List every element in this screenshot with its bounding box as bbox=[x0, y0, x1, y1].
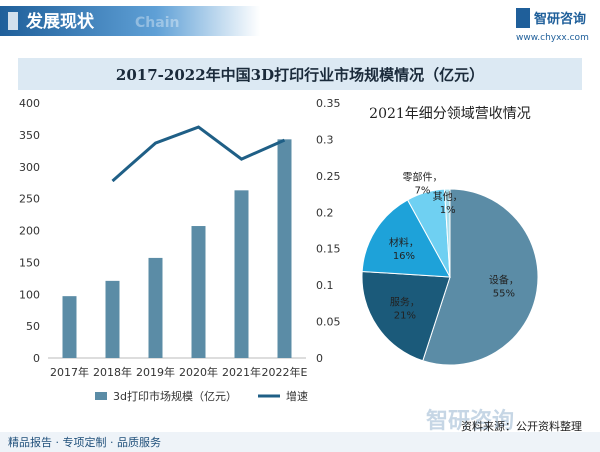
y-tick-label: 200 bbox=[19, 225, 40, 238]
bar bbox=[277, 139, 292, 358]
x-tick-label: 2021年 bbox=[222, 365, 261, 379]
source: 资料来源：公开资料整理 bbox=[461, 419, 582, 433]
pie-title: 2021年细分领域营收情况 bbox=[369, 106, 531, 122]
brand-watermark: 智研咨询 bbox=[426, 408, 514, 434]
slice-value: 16% bbox=[393, 251, 415, 262]
y2-tick-label: 0.1 bbox=[316, 279, 334, 292]
slice-label: 设备， bbox=[489, 274, 519, 287]
pie-slice bbox=[361, 270, 451, 362]
x-tick-label: 2019年 bbox=[136, 365, 175, 379]
header-icon bbox=[8, 12, 18, 30]
bar bbox=[234, 190, 249, 358]
y2-tick-label: 0.25 bbox=[316, 170, 341, 183]
slice-value: 21% bbox=[394, 311, 416, 322]
y2-tick-label: 0.05 bbox=[316, 316, 341, 329]
pie-slice bbox=[443, 188, 451, 278]
x-tick-label: 2017年 bbox=[50, 365, 89, 379]
pie-slice bbox=[422, 188, 539, 366]
x-tick-label: 2018年 bbox=[93, 365, 132, 379]
pie-slice bbox=[361, 199, 451, 278]
y-tick-label: 100 bbox=[19, 288, 40, 301]
x-tick-label: 2022年E bbox=[262, 365, 308, 379]
header-banner bbox=[0, 6, 260, 36]
slice-label: 其他， bbox=[433, 190, 463, 203]
watermark: Chain bbox=[135, 15, 179, 31]
y-tick-label: 400 bbox=[19, 97, 40, 110]
y2-tick-label: 0.15 bbox=[316, 243, 341, 256]
title-bar bbox=[18, 58, 582, 90]
y-tick-label: 0 bbox=[33, 352, 40, 365]
legend-swatch bbox=[95, 392, 107, 400]
y-tick-label: 50 bbox=[26, 320, 40, 333]
y2-tick-label: 0.3 bbox=[316, 133, 334, 146]
bar bbox=[105, 280, 120, 358]
url: www.chyxx.com bbox=[516, 33, 589, 43]
bar bbox=[191, 226, 206, 358]
slice-value: 55% bbox=[493, 289, 515, 300]
slogan: 精品报告 · 专项定制 · 品质服务 bbox=[8, 435, 161, 449]
brand: 智研咨询 bbox=[534, 11, 586, 27]
y2-tick-label: 0 bbox=[316, 352, 323, 365]
chart-title: 2017-2022年中国3D打印行业市场规模情况（亿元） bbox=[116, 66, 484, 84]
slice-value: 7% bbox=[415, 185, 431, 196]
y-tick-label: 350 bbox=[19, 129, 40, 142]
y2-tick-label: 0.2 bbox=[316, 206, 334, 219]
legend-label: 增速 bbox=[286, 389, 308, 403]
line bbox=[111, 125, 286, 183]
x-tick-label: 2020年 bbox=[179, 365, 218, 379]
logo-icon bbox=[516, 8, 530, 28]
y2-tick-label: 0.35 bbox=[316, 97, 341, 110]
bar bbox=[62, 296, 77, 358]
y-tick-label: 250 bbox=[19, 193, 40, 206]
footer-bar bbox=[0, 432, 600, 452]
bar bbox=[148, 257, 163, 358]
slice-label: 零部件， bbox=[403, 170, 443, 183]
slice-value: 1% bbox=[440, 205, 456, 216]
slice-label: 材料， bbox=[389, 236, 419, 249]
slice-label: 服务， bbox=[390, 296, 420, 309]
legend-label: 3d打印市场规模（亿元） bbox=[113, 389, 237, 403]
y-tick-label: 300 bbox=[19, 161, 40, 174]
header-title: 发展现状 bbox=[25, 11, 95, 32]
y-tick-label: 150 bbox=[19, 256, 40, 269]
